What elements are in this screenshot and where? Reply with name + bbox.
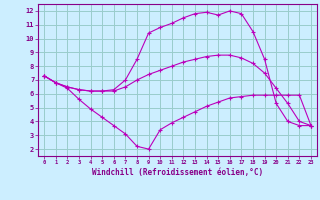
X-axis label: Windchill (Refroidissement éolien,°C): Windchill (Refroidissement éolien,°C) (92, 168, 263, 177)
